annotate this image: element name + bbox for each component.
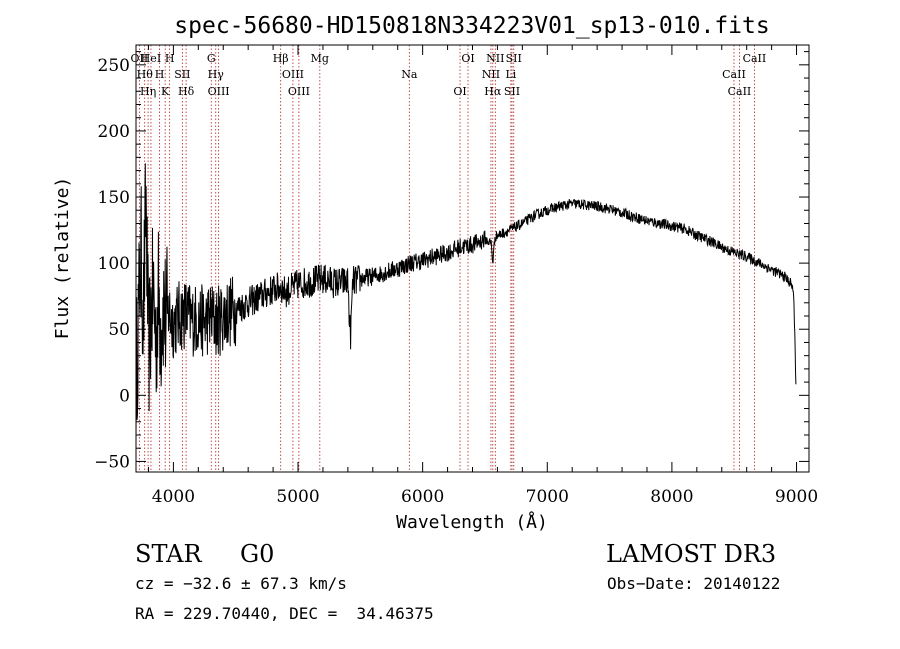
y-tick-label-1: 0 [119, 386, 130, 406]
line-label-19: NII [482, 68, 500, 81]
chart-title: spec-56680-HD150818N334223V01_sp13-010.f… [174, 13, 769, 39]
x-axis-ticks: 4000 5000 6000 7000 8000 9000 [147, 45, 818, 507]
line-label-24: SII [506, 52, 522, 65]
y-tick-label-6: 250 [98, 56, 130, 76]
line-label-2: Hη [140, 85, 156, 98]
y-axis-label: Flux (relative) [52, 177, 73, 340]
y-tick-label-0: −50 [94, 452, 130, 472]
line-label-15: Mg [311, 52, 329, 65]
line-label-18: OI [461, 52, 474, 65]
y-tick-label-4: 150 [98, 188, 130, 208]
object-class: STAR [135, 540, 202, 568]
line-label-5: K [161, 85, 170, 98]
line-label-7: SII [174, 68, 190, 81]
line-label-23: SII [504, 85, 520, 98]
line-label-26: CaII [728, 85, 752, 98]
line-label-9: G [207, 52, 216, 65]
line-label-27: CaII [743, 52, 767, 65]
line-label-10: Hγ [208, 68, 225, 81]
line-label-8: Hδ [178, 85, 195, 98]
line-label-21: NII [486, 52, 504, 65]
line-label-13: OIII [282, 68, 304, 81]
x-tick-label-3: 7000 [526, 487, 569, 507]
line-label-1: Hθ [137, 68, 154, 81]
spectral-line-labels: OIIHθHηHeIHKHSIIHδGHγOIIIHβOIIIOIIIMgNaO… [131, 52, 767, 98]
line-label-20: Hα [484, 85, 502, 98]
object-subclass: G0 [240, 540, 275, 568]
x-tick-label-4: 8000 [650, 487, 693, 507]
line-label-3: HeI [141, 52, 161, 65]
y-tick-label-2: 50 [108, 320, 130, 340]
observation-date: Obs−Date: 20140122 [607, 574, 781, 593]
x-tick-label-1: 5000 [276, 487, 319, 507]
line-label-25: CaII [722, 68, 746, 81]
x-tick-label-5: 9000 [775, 487, 818, 507]
line-label-12: Hβ [273, 52, 289, 65]
line-label-22: Li [505, 68, 516, 81]
line-label-4: H [155, 68, 165, 81]
line-label-11: OIII [208, 85, 230, 98]
coordinates: RA = 229.70440, DEC = 34.46375 [135, 604, 434, 623]
x-tick-label-0: 4000 [152, 487, 195, 507]
line-label-16: Na [401, 68, 418, 81]
line-label-17: OI [453, 85, 466, 98]
y-tick-label-5: 200 [98, 122, 130, 142]
spectrum-line [135, 163, 797, 441]
spectral-line-markers [138, 45, 755, 472]
x-axis-label: Wavelength (Å) [396, 511, 548, 533]
redshift-velocity: cz = −32.6 ± 67.3 km/s [135, 574, 347, 593]
x-tick-label-2: 6000 [401, 487, 444, 507]
survey-name: LAMOST DR3 [606, 540, 777, 568]
y-axis-ticks: −50 0 50 100 150 200 250 [94, 51, 809, 472]
plot-frame [135, 44, 810, 473]
line-label-0: OII [131, 52, 149, 65]
y-tick-label-3: 100 [98, 254, 130, 274]
line-label-14: OIII [288, 85, 310, 98]
line-label-6: H [165, 52, 175, 65]
